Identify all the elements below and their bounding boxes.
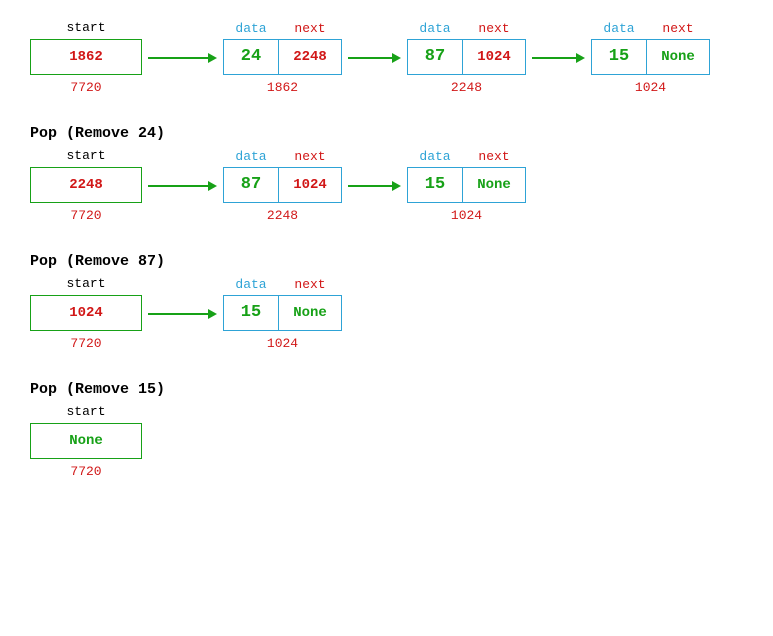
arrow-icon (532, 53, 585, 63)
list-node: datanext15None 1024 (407, 149, 526, 223)
list-node: datanext15None 1024 (591, 21, 710, 95)
data-header-label: data (408, 21, 463, 36)
linked-list-diagram: start18627720datanext2422481862datanext8… (30, 20, 743, 479)
next-header-label: next (279, 149, 342, 164)
start-pointer: start 2248 7720 (30, 148, 142, 223)
next-header-label: next (463, 149, 526, 164)
next-header-label: next (647, 21, 710, 36)
node-next: 1024 (279, 168, 341, 202)
start-value: 1024 (69, 305, 103, 321)
list-node: datanext871024 2248 (407, 21, 526, 95)
node-address: 1024 (451, 208, 482, 223)
start-pointer: start 1024 7720 (30, 276, 142, 351)
linked-list-row: start18627720datanext2422481862datanext8… (30, 20, 743, 95)
node-address: 2248 (267, 208, 298, 223)
node-data: 15 (592, 40, 647, 74)
node-address: 1024 (267, 336, 298, 351)
next-header-label: next (463, 21, 526, 36)
node-address: 1862 (267, 80, 298, 95)
data-header-label: data (224, 149, 279, 164)
node-next: 2248 (279, 40, 341, 74)
linked-list-row: start None 7720 (30, 404, 743, 479)
linked-list-row: start22487720datanext8710242248datanext1… (30, 148, 743, 223)
data-header-label: data (408, 149, 463, 164)
start-box: 1024 (30, 295, 142, 331)
arrow-icon (148, 309, 217, 319)
start-label: start (66, 276, 105, 291)
node-address: 2248 (451, 80, 482, 95)
start-value: 1862 (69, 49, 103, 65)
node-data: 15 (224, 296, 279, 330)
start-label: start (66, 20, 105, 35)
next-header-label: next (279, 21, 342, 36)
node-next: None (279, 296, 341, 330)
node-data: 87 (224, 168, 279, 202)
node-next: None (647, 40, 709, 74)
start-value: 2248 (69, 177, 103, 193)
list-node: datanext15None 1024 (223, 277, 342, 351)
node-next: 1024 (463, 40, 525, 74)
start-pointer: start None 7720 (30, 404, 142, 479)
node-data: 24 (224, 40, 279, 74)
step-title: Pop (Remove 87) (30, 253, 743, 270)
data-header-label: data (224, 277, 279, 292)
node-data: 87 (408, 40, 463, 74)
start-address: 7720 (70, 464, 101, 479)
data-header-label: data (224, 21, 279, 36)
node-address: 1024 (635, 80, 666, 95)
start-label: start (66, 404, 105, 419)
list-node: datanext242248 1862 (223, 21, 342, 95)
step-title: Pop (Remove 24) (30, 125, 743, 142)
start-address: 7720 (70, 208, 101, 223)
arrow-icon (148, 53, 217, 63)
start-box: 1862 (30, 39, 142, 75)
start-value: None (69, 433, 103, 449)
start-box: 2248 (30, 167, 142, 203)
start-box: None (30, 423, 142, 459)
node-next: None (463, 168, 525, 202)
linked-list-row: start 1024 7720 datanext15None 1024 (30, 276, 743, 351)
node-data: 15 (408, 168, 463, 202)
arrow-icon (148, 181, 217, 191)
start-label: start (66, 148, 105, 163)
step-title: Pop (Remove 15) (30, 381, 743, 398)
start-pointer: start 1862 7720 (30, 20, 142, 95)
next-header-label: next (279, 277, 342, 292)
data-header-label: data (592, 21, 647, 36)
arrow-icon (348, 53, 401, 63)
start-address: 7720 (70, 336, 101, 351)
list-node: datanext871024 2248 (223, 149, 342, 223)
arrow-icon (348, 181, 401, 191)
start-address: 7720 (70, 80, 101, 95)
